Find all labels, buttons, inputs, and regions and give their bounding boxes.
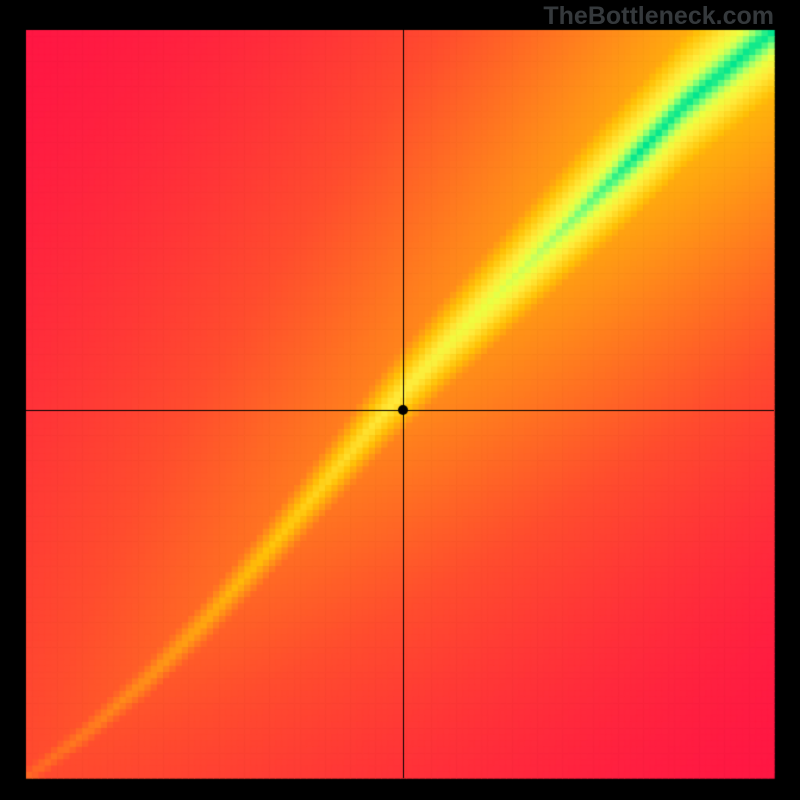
bottleneck-heatmap: [0, 0, 800, 800]
watermark-text: TheBottleneck.com: [543, 2, 774, 31]
chart-container: { "chart": { "type": "heatmap", "canvas_…: [0, 0, 800, 800]
